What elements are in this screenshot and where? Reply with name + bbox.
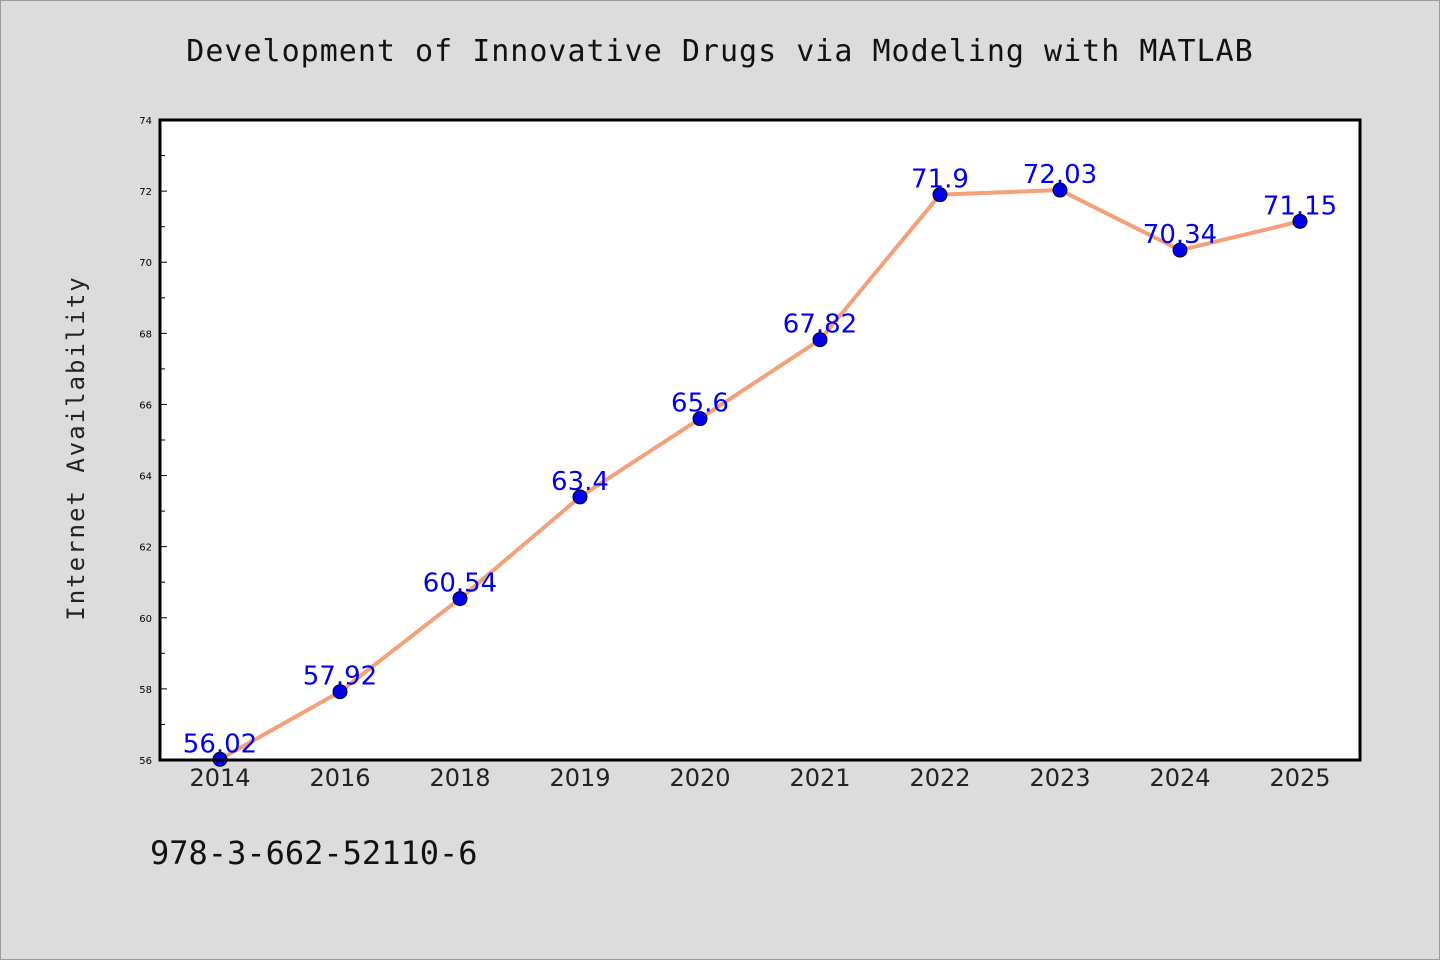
y-tick-label: 66 [139, 400, 152, 411]
data-point-marker [452, 591, 468, 607]
data-label: 71.9 [911, 165, 969, 195]
x-tick-label: 2014 [189, 764, 250, 792]
plot-area [160, 120, 1360, 760]
data-label: 63.4 [551, 467, 609, 497]
y-tick-label: 74 [139, 116, 152, 127]
data-label: 57.92 [303, 662, 377, 692]
x-tick-label: 2021 [789, 764, 850, 792]
y-tick-label: 56 [139, 756, 152, 767]
y-tick-label: 68 [139, 329, 152, 340]
x-tick-label: 2024 [1149, 764, 1210, 792]
plot-border [158, 118, 1362, 762]
data-label: 70.34 [1143, 220, 1217, 250]
y-tick-label: 62 [139, 543, 152, 554]
data-point-marker [572, 489, 588, 505]
x-tick-label: 2016 [309, 764, 370, 792]
x-tick-label: 2018 [429, 764, 490, 792]
y-tick-label: 64 [139, 472, 152, 483]
y-tick-label: 60 [139, 614, 152, 625]
data-point-marker [1172, 242, 1188, 258]
data-label: 60.54 [423, 569, 497, 599]
x-tick-label: 2019 [549, 764, 610, 792]
data-label: 56.02 [183, 729, 257, 759]
data-point-marker [1052, 182, 1068, 198]
x-tick-label: 2025 [1269, 764, 1330, 792]
y-tick-label: 58 [139, 685, 152, 696]
chart-title: Development of Innovative Drugs via Mode… [186, 34, 1254, 69]
data-point-marker [332, 684, 348, 700]
data-label: 72.03 [1023, 160, 1097, 190]
data-point-marker [692, 411, 708, 427]
data-label: 67.82 [783, 310, 857, 340]
data-point-marker [932, 187, 948, 203]
y-tick-label: 70 [139, 258, 152, 269]
data-label: 71.15 [1263, 191, 1337, 221]
x-tick-label: 2023 [1029, 764, 1090, 792]
data-point-marker [1292, 213, 1308, 229]
x-tick-label: 2022 [909, 764, 970, 792]
x-tick-label: 2020 [669, 764, 730, 792]
data-label: 65.6 [671, 389, 729, 419]
y-tick-label: 72 [139, 187, 152, 198]
series-line [218, 188, 1302, 762]
isbn-footnote: 978-3-662-52110-6 [150, 834, 478, 872]
data-point-marker [812, 332, 828, 348]
